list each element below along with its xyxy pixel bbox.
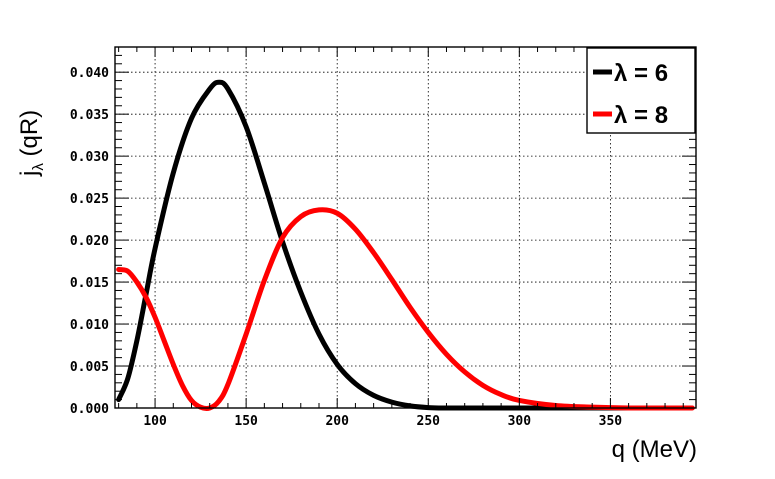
x-tick-label: 150 <box>234 414 258 429</box>
series-line-lambda6 <box>116 79 659 411</box>
y-tick-label: 0.025 <box>70 192 109 207</box>
x-axis-title: q (MeV) <box>612 436 697 463</box>
plot-frame <box>114 46 697 409</box>
y-tick-label: 0.020 <box>70 234 109 249</box>
y-axis-title-rest: (qR) <box>16 110 43 163</box>
legend-label-lambda6: λ = 6 <box>614 60 668 87</box>
legend: λ = 6 λ = 8 <box>586 47 696 134</box>
y-tick-label: 0.040 <box>70 66 109 81</box>
legend-label-lambda8: λ = 8 <box>614 102 668 129</box>
series-line-lambda8 <box>116 207 695 411</box>
legend-box <box>586 47 696 134</box>
y-tick-label: 0.035 <box>70 108 109 123</box>
tick-labels: 100 150 200 250 300 350 0.000 0.005 0.010 0.015 0.… <box>70 66 622 429</box>
y-axis-title-subscript: λ <box>30 163 47 171</box>
x-tick-label: 350 <box>599 414 623 429</box>
x-tick-label: 250 <box>417 414 441 429</box>
y-tick-label: 0.010 <box>70 318 109 333</box>
x-tick-label: 100 <box>143 414 167 429</box>
x-tick-label: 200 <box>325 414 349 429</box>
y-tick-label: 0.005 <box>70 360 109 375</box>
y-tick-label: 0.030 <box>70 150 109 165</box>
y-tick-label: 0.015 <box>70 276 109 291</box>
x-tick-label: 300 <box>508 414 532 429</box>
y-tick-label: 0.000 <box>70 402 109 417</box>
y-axis-title-main: j <box>16 171 43 177</box>
y-axis-title: jλ (qR) <box>16 110 47 177</box>
